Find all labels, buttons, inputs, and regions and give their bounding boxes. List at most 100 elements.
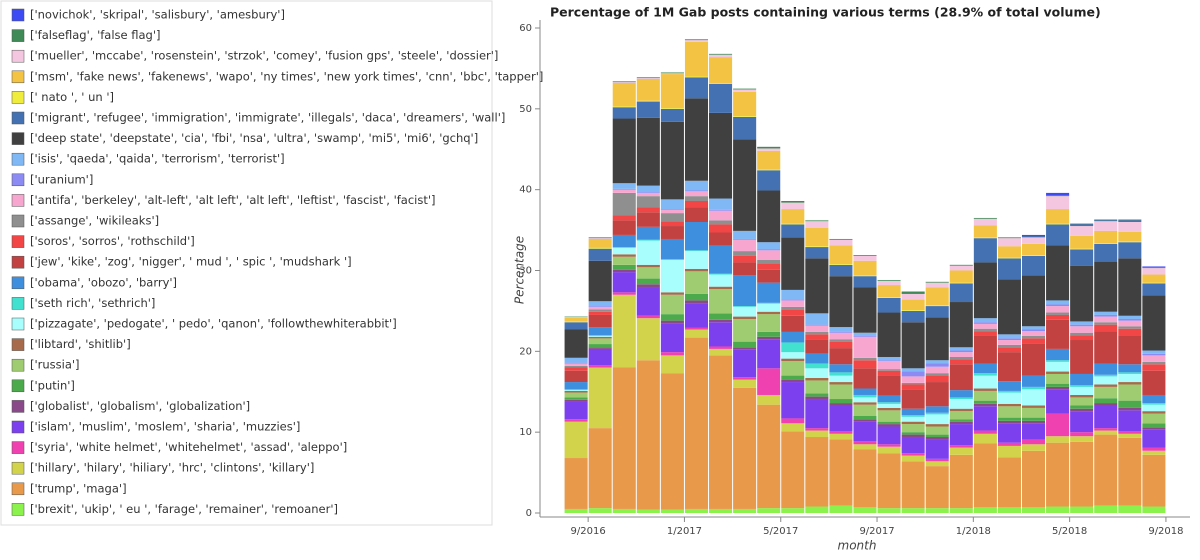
- bar-segment: [709, 211, 732, 221]
- bar-segment: [805, 378, 828, 380]
- bar-segment: [733, 231, 756, 239]
- bar-segment: [781, 203, 804, 209]
- bar-segment: [950, 283, 973, 302]
- bar-segment: [1118, 232, 1141, 242]
- x-tick-label: 9/2018: [1148, 526, 1183, 537]
- bar-segment: [589, 238, 612, 239]
- bar-segment: [829, 339, 852, 341]
- bar-segment: [902, 376, 925, 382]
- bar-segment: [589, 237, 612, 238]
- bar-segment: [589, 301, 612, 306]
- bar-segment: [829, 333, 852, 339]
- bar-segment: [613, 235, 636, 247]
- bar-segment: [709, 509, 732, 513]
- bar-segment: [637, 78, 660, 79]
- bar-segment: [974, 218, 997, 219]
- bar-segment: [661, 292, 684, 294]
- bar-segment: [637, 196, 660, 207]
- legend-label: ['seth rich', 'sethrich']: [30, 296, 155, 310]
- bar-segment: [1118, 410, 1141, 431]
- bar-segment: [685, 294, 708, 300]
- bar-segment: [733, 116, 756, 117]
- bar-segment: [805, 228, 828, 247]
- bar-segment: [902, 432, 925, 434]
- bar-segment: [1142, 266, 1165, 267]
- bar-segment: [902, 372, 925, 377]
- legend-swatch: [12, 215, 24, 227]
- bar-segment: [565, 358, 588, 363]
- bar-segment: [709, 355, 732, 509]
- bar-segment: [1118, 316, 1141, 319]
- bar-segment: [902, 300, 925, 311]
- bar-segment: [709, 349, 732, 355]
- bar-segment: [781, 300, 804, 301]
- bar-segment: [1094, 376, 1117, 384]
- bar-segment: [1142, 423, 1165, 427]
- legend-swatch: [12, 30, 24, 42]
- bar-segment: [998, 457, 1021, 507]
- bar-segment: [1094, 398, 1117, 403]
- bar-segment: [757, 270, 780, 283]
- bar-segment: [926, 413, 949, 415]
- bar-segment: [565, 321, 588, 322]
- bar-segment: [1022, 418, 1045, 421]
- bar-segment: [878, 297, 901, 298]
- bar-segment: [926, 427, 949, 435]
- bar-segment: [1046, 306, 1069, 312]
- bar-segment: [733, 380, 756, 388]
- bar-segment: [1118, 364, 1141, 372]
- bar-segment: [613, 272, 636, 292]
- bar-segment: [974, 331, 997, 336]
- bar-segment: [805, 368, 828, 378]
- bar-segment: [1046, 224, 1069, 245]
- bar-segment: [637, 510, 660, 513]
- bar-segment: [974, 329, 997, 331]
- bar-segment: [565, 401, 588, 419]
- bar-segment: [902, 437, 925, 453]
- bar-segment: [853, 261, 876, 276]
- bar-segment: [1070, 266, 1093, 322]
- bar-segment: [757, 337, 780, 339]
- y-tick-label: 50: [519, 104, 532, 115]
- bar-segment: [950, 364, 973, 390]
- bar-segment: [685, 190, 708, 191]
- bar-segment: [1094, 243, 1117, 244]
- bar-segment: [853, 287, 876, 332]
- bar-segment: [781, 382, 804, 418]
- bar-segment: [661, 213, 684, 221]
- bar-segment: [757, 368, 780, 395]
- legend-swatch: [12, 400, 24, 412]
- bar-segment: [1118, 326, 1141, 328]
- bar-segment: [589, 327, 612, 335]
- bar-segment: [1022, 326, 1045, 329]
- bar-segment: [565, 389, 588, 390]
- bar-segment: [1070, 405, 1093, 408]
- bar-segment: [902, 424, 925, 432]
- bar-segment: [733, 388, 756, 509]
- bar-segment: [853, 337, 876, 358]
- legend-swatch: [12, 9, 24, 21]
- bar-segment: [661, 209, 684, 210]
- bar-segment: [926, 305, 949, 306]
- bar-segment: [1022, 255, 1045, 256]
- legend-swatch: [12, 359, 24, 371]
- x-axis-label: month: [838, 539, 877, 553]
- bar-segment: [589, 261, 612, 301]
- bar-segment: [565, 371, 588, 382]
- bar-segment: [1142, 351, 1165, 354]
- bar-segment: [878, 508, 901, 513]
- bar-segment: [1046, 320, 1069, 349]
- bar-segment: [709, 83, 732, 84]
- bar-segment: [1142, 448, 1165, 451]
- bar-segment: [1070, 395, 1093, 397]
- legend-label: ['pizzagate', 'pedogate', ' pedo', 'qano…: [30, 317, 397, 331]
- bar-segment: [1118, 258, 1141, 315]
- bar-segment: [1046, 436, 1069, 442]
- bar-segment: [974, 389, 997, 391]
- bar-segment: [685, 271, 708, 294]
- bar-segment: [565, 322, 588, 329]
- bar-segment: [685, 304, 708, 328]
- bar-segment: [902, 508, 925, 513]
- bar-segment: [733, 319, 756, 342]
- bar-segment: [998, 381, 1021, 391]
